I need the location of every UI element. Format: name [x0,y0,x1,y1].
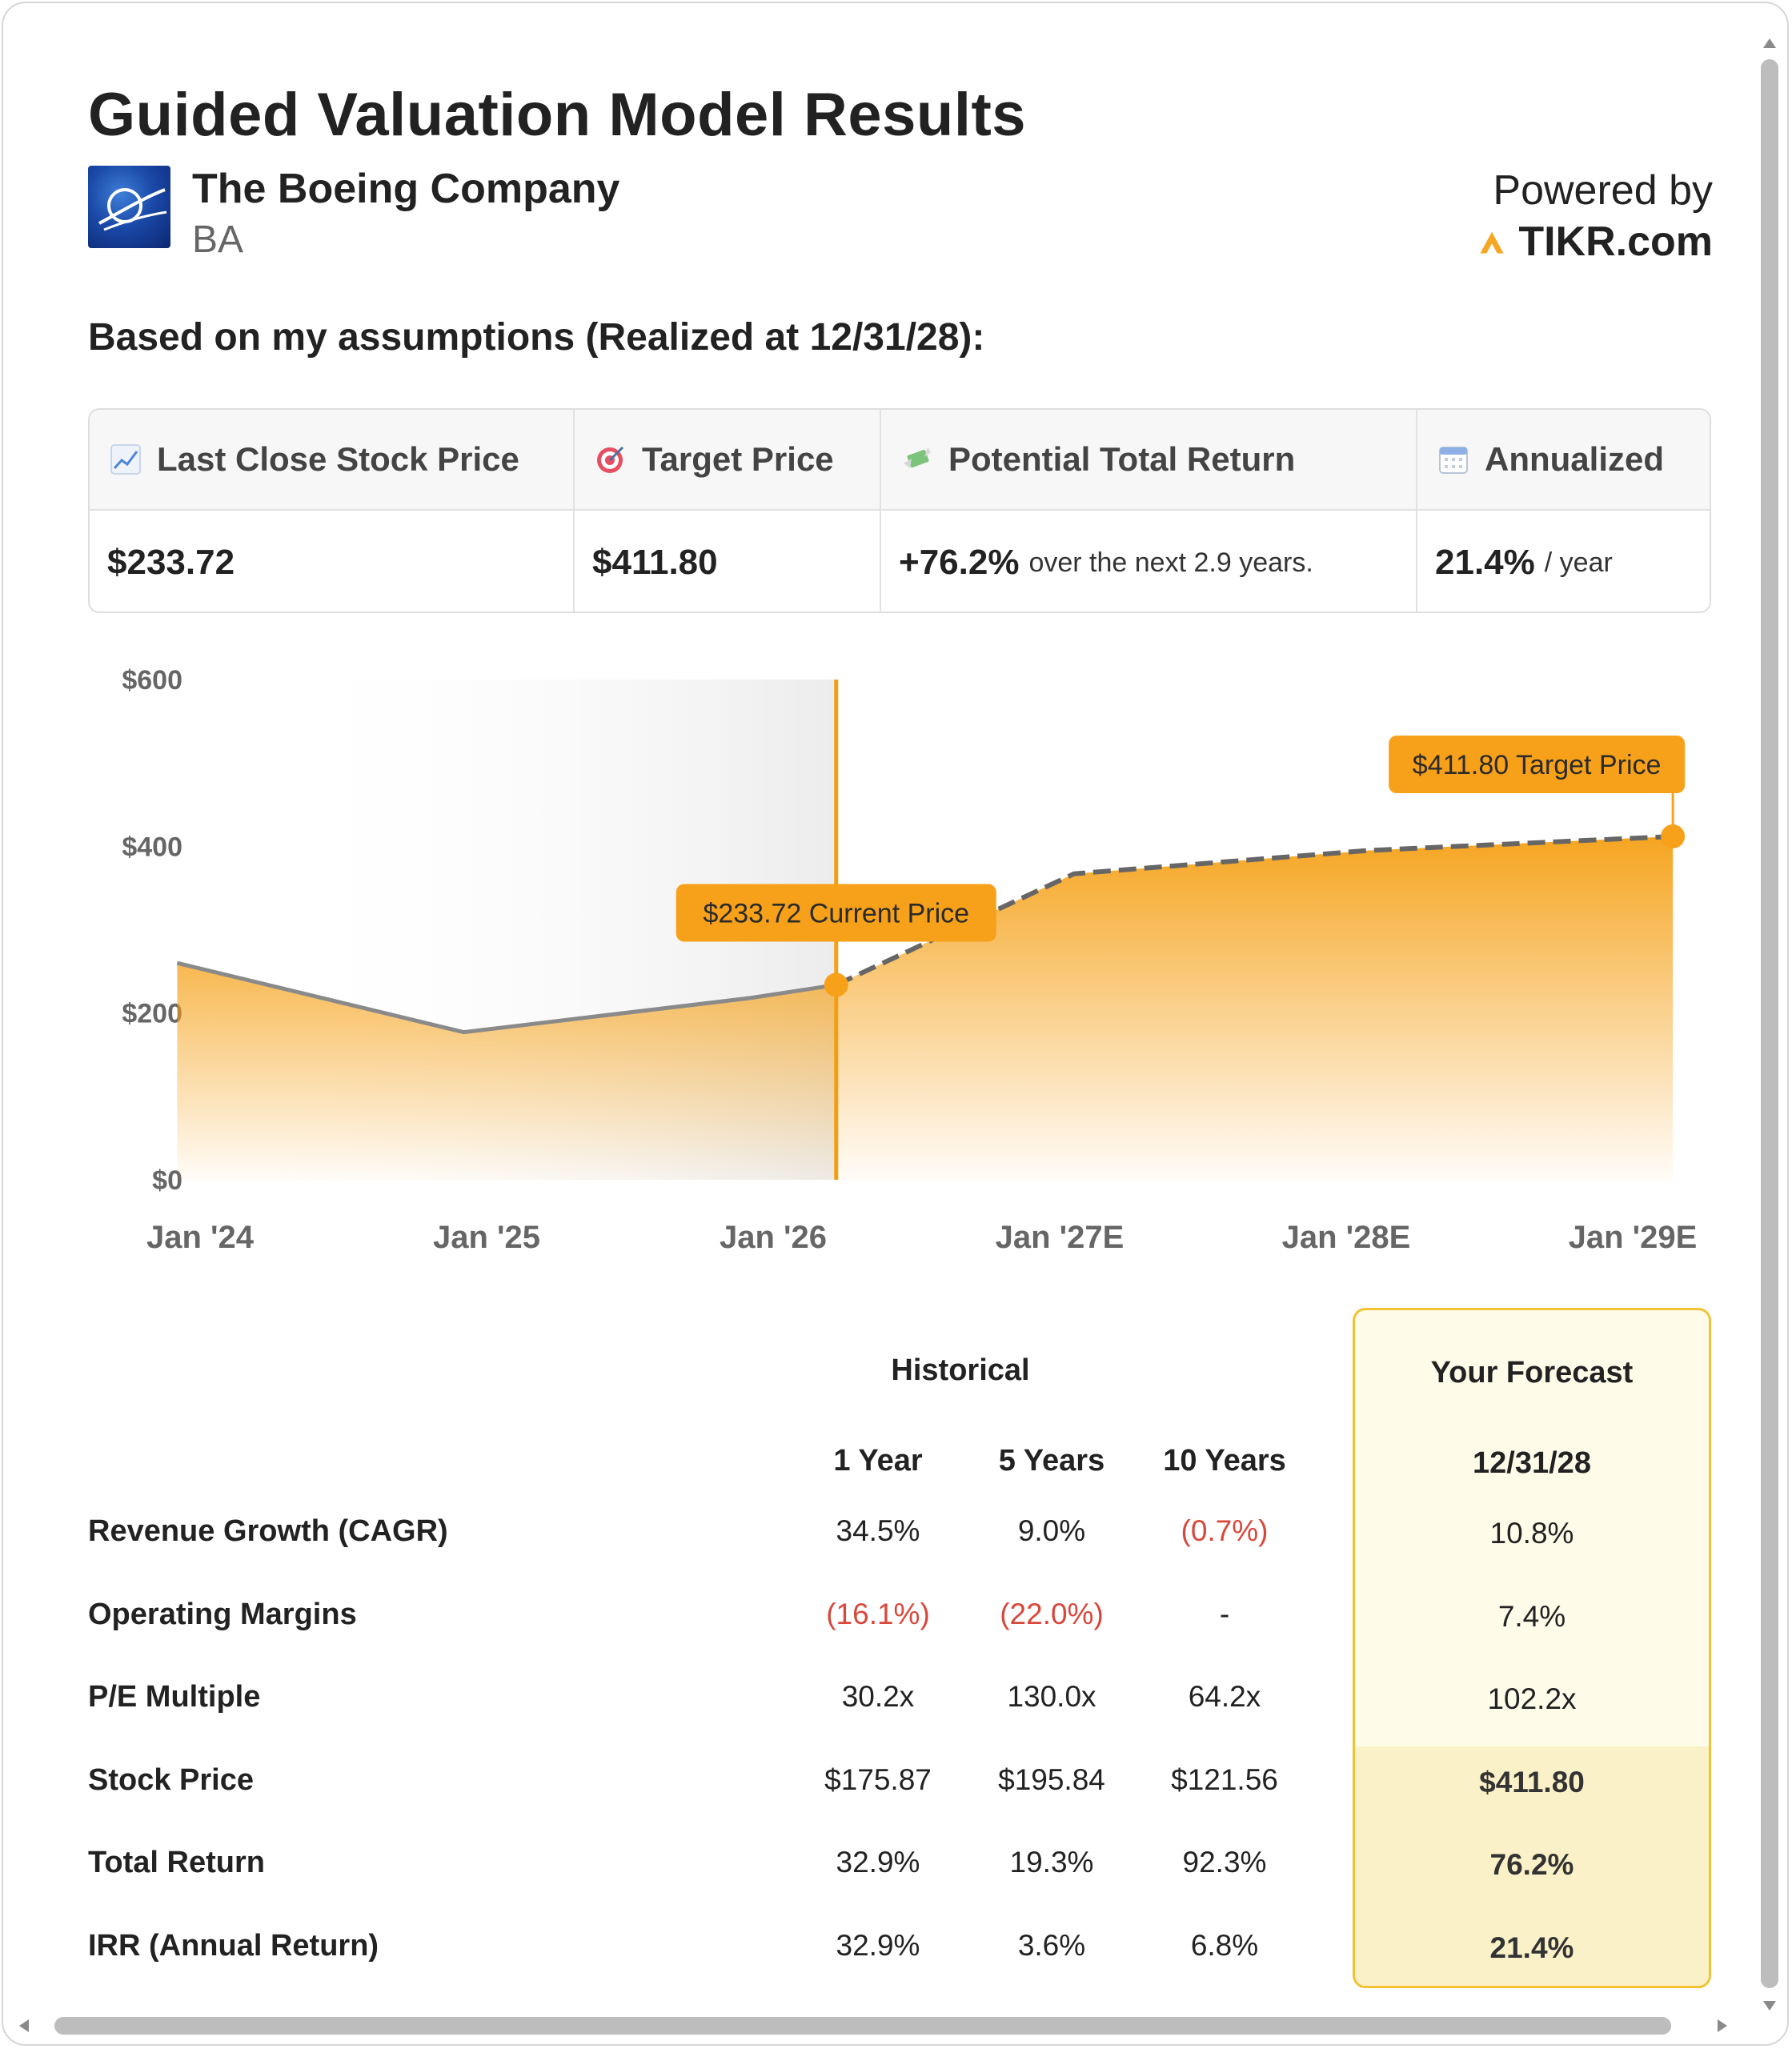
forecast-panel [1353,1308,1711,1988]
row-label: Operating Margins [88,1597,357,1631]
table-cell: $195.84 [998,1762,1105,1796]
col-header-10-years: 10 Years [1163,1444,1286,1478]
calendar-icon [1439,447,1468,474]
page-title: Guided Valuation Model Results [88,81,1027,149]
table-cell: 130.0x [1007,1680,1096,1713]
col-header-5-years: 5 Years [998,1444,1105,1478]
forecast-cell: 7.4% [1497,1599,1566,1633]
metric-header: Target Price [575,410,880,511]
annotation-box [676,884,996,942]
scroll-down-arrow-icon[interactable] [1762,1998,1778,2014]
boeing-logo [88,166,170,248]
target-price-annotation: $411.80 Target Price [1389,736,1686,849]
x-tick-label: Jan '26 [720,1220,827,1255]
table-cell: $121.56 [1171,1762,1278,1796]
company-name: The Boeing Company [192,166,620,212]
row-label: Stock Price [88,1762,254,1797]
y-tick-label: $400 [122,832,182,862]
forecast-cell: $411.80 [1479,1765,1585,1798]
col-header-forecast-date: 12/31/28 [1473,1446,1591,1480]
vertical-scroll-thumb[interactable] [1761,59,1778,1988]
horizontal-scrollbar[interactable] [14,2014,1735,2038]
row-label: IRR (Annual Return) [88,1928,379,1963]
table-cell: 32.9% [836,1846,920,1879]
scroll-right-arrow-icon[interactable] [1714,2018,1730,2034]
annotation-box [1389,736,1686,794]
y-tick-label: $600 [122,665,182,696]
forecast-cell: 21.4% [1489,1931,1574,1964]
metric-value: $411.80 [592,543,718,582]
annotation-label: $233.72 Current Price [703,899,969,929]
forecast-cell: 102.2x [1487,1682,1577,1715]
chart-increasing-icon [110,444,141,475]
metric-total-return: Potential Total Return +76.2% over the n… [881,410,1417,611]
table-cell: 6.8% [1190,1928,1259,1962]
table-cell: (22.0%) [1000,1597,1104,1630]
metric-value: +76.2% over the next 2.9 years. [899,543,1313,582]
x-tick-label: Jan '24 [146,1220,255,1255]
y-axis: $600$400$200$0 [122,665,182,1196]
comparison-table: Historical Your Forecast 1 Year 5 Years … [88,1300,1713,1988]
x-tick-label: Jan '27E [996,1220,1125,1255]
x-axis: Jan '24 Jan '25 Jan '26 Jan '27E Jan '28E Jan… [146,1220,1697,1255]
metrics-summary: Last Close Stock Price $233.72 Target Pr… [88,408,1711,613]
scroll-left-arrow-icon[interactable] [16,2018,32,2034]
table-cell: 64.2x [1188,1680,1261,1713]
price-marker [1661,824,1686,849]
table-cell: 30.2x [841,1680,915,1713]
table-cell: 9.0% [1017,1514,1086,1547]
metric-last-close: Last Close Stock Price $233.72 [90,410,575,611]
x-tick-label: Jan '25 [433,1220,540,1255]
forecast-cell: 10.8% [1489,1517,1574,1550]
chart-annotations: $233.72 Current Price $411.80 Target Pric… [676,736,1686,997]
table-cell: (16.1%) [826,1597,930,1630]
money-with-wings-icon [904,447,931,468]
metric-value: $233.72 [107,543,235,582]
tikr-logo-icon [1480,231,1504,254]
forecast-header: Your Forecast [1430,1356,1634,1389]
scroll-up-arrow-icon[interactable] [1762,35,1778,51]
table-cell: - [1219,1597,1230,1630]
table-cell: 34.5% [836,1514,920,1547]
current-price-annotation: $233.72 Current Price [676,884,996,997]
x-tick-label: Jan '29E [1569,1220,1698,1255]
table-cell: 92.3% [1182,1846,1267,1879]
horizontal-scroll-thumb[interactable] [54,2017,1671,2035]
table-cell: $175.87 [824,1762,932,1796]
table-cell: (0.7%) [1181,1514,1269,1547]
table-cell: 32.9% [836,1928,920,1962]
ticker-symbol: BA [192,219,244,261]
metric-header: Potential Total Return [881,410,1416,511]
y-tick-label: $200 [122,999,182,1029]
brand-link[interactable]: TIKR.com [1477,218,1713,266]
target-icon [597,446,624,473]
row-label: Total Return [88,1846,265,1879]
price-chart: $600$400$200$0 Jan '24 Jan '25 Jan '26 Jan … [122,665,1697,1255]
metric-value: 21.4% / year [1435,543,1613,582]
row-label: Revenue Growth (CAGR) [88,1514,448,1548]
historical-area [177,963,836,1180]
col-header-1-year: 1 Year [833,1444,923,1478]
metric-header: Annualized [1417,410,1710,511]
forecast-results-shade [1355,1746,1709,1986]
table-cell: 3.6% [1017,1928,1086,1962]
powered-by-label: Powered by [1493,167,1713,214]
assumptions-subtitle: Based on my assumptions (Realized at 12/… [88,316,985,359]
brand-name: TIKR.com [1518,219,1713,265]
historical-header: Historical [891,1353,1030,1387]
table-cell: 19.3% [1009,1846,1094,1879]
price-marker [824,972,848,997]
x-tick-label: Jan '28E [1282,1220,1411,1255]
annotation-label: $411.80 Target Price [1413,750,1662,780]
metric-header: Last Close Stock Price [90,410,573,511]
metric-annualized: Annualized 21.4% / year [1417,410,1710,611]
forecast-area [836,836,1674,1180]
vertical-scrollbar[interactable] [1758,35,1781,2011]
historical-price-line [176,960,837,1035]
page-content: Guided Valuation Model Results The Boein… [88,3,1713,2004]
metric-target-price: Target Price $411.80 [575,410,881,611]
forecast-cell: 76.2% [1489,1848,1574,1881]
row-label: P/E Multiple [88,1680,261,1714]
